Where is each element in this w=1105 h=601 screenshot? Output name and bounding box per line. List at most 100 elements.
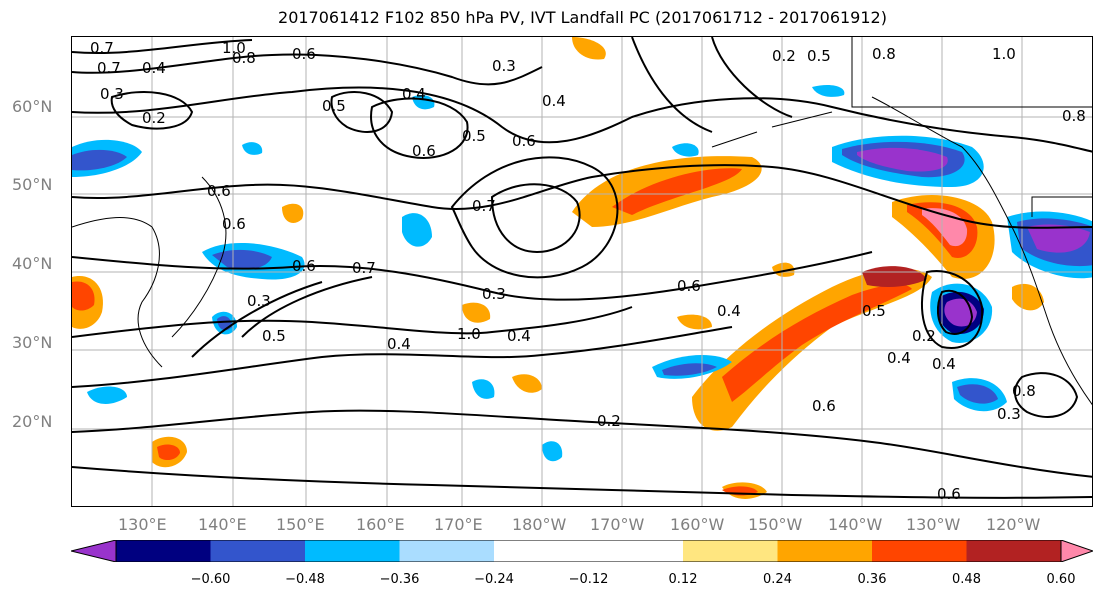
shading-positive [677,314,712,330]
shading-positive [692,268,932,431]
latitude-label: 30°N [12,333,53,352]
latitude-label: 60°N [12,97,53,116]
colorbar-tick-label: 0.48 [952,572,981,587]
longitude-label: 150°E [276,515,325,534]
contour-label: 0.3 [100,85,124,103]
contour-label: 0.4 [887,349,911,367]
contour-label: 0.2 [597,412,621,430]
colorbar-tick-label: −0.60 [190,572,231,587]
contour-label: 0.8 [1062,107,1086,125]
colorbar-extend-max [1060,540,1093,562]
contour-label: 0.6 [207,182,231,200]
map-canvas [72,37,1092,506]
longitude-label: 150°W [748,515,803,534]
shading-negative [857,147,948,172]
shading-positive [1012,283,1044,311]
shading-negative [402,213,432,247]
contour-label: 0.4 [717,302,741,320]
contour-label: 1.0 [457,325,481,343]
contour-label: 0.6 [292,45,316,63]
map-plot-area: 0.7 1.0 0.8 0.6 0.7 0.3 0.4 0.2 0.5 0.4 0.6 0.5 0.3 0… [71,36,1093,507]
contour-label: 0.6 [812,397,836,415]
shading-positive [72,281,95,311]
shading-negative [212,249,272,270]
latitude-label: 40°N [12,254,53,273]
colorbar-segment [777,540,873,562]
pv-contours [72,37,1092,499]
shading-positive [612,168,742,215]
contour-label: 0.2 [772,47,796,65]
contour-label: 0.5 [462,127,486,145]
contour-label: 0.7 [472,197,496,215]
colorbar-outline [115,540,1062,562]
contour-label: 0.5 [262,327,286,345]
contour-label: 0.3 [492,57,516,75]
colorbar-segment [872,540,967,562]
shading-negative [242,142,263,155]
coastlines [72,37,1092,406]
shading-positive [157,444,180,461]
contour-label: 0.6 [677,277,701,295]
colorbar-segment [494,540,589,562]
shading-positive [772,262,795,277]
colorbar-tick-label: 0.12 [668,572,698,587]
map-title: 2017061412 F102 850 hPa PV, IVT Landfall… [278,8,887,27]
contour-label: 0.6 [937,485,961,503]
shading-negative [672,143,699,157]
colorbar-tick-label: 0.36 [857,572,887,587]
contour-label: 0.6 [292,257,316,275]
contour-label: 0.3 [247,292,271,310]
shading-positive [862,266,927,287]
shading-positive [572,37,606,60]
shading-positive [722,284,912,402]
shading-negative [957,384,998,404]
shading-positive [282,203,304,223]
colorbar-tick-label: −0.24 [474,572,514,587]
longitude-label: 180°W [512,515,567,534]
contour-label: 0.8 [1012,382,1036,400]
latitude-label: 50°N [12,175,53,194]
contour-label: 0.4 [932,355,956,373]
longitude-label: 130°W [906,515,961,534]
contour-label: 0.4 [542,92,566,110]
colorbar-tick-label: −0.48 [285,572,325,587]
contour-label: 0.8 [232,49,256,67]
longitude-label: 170°W [590,515,645,534]
colorbar-segment [116,540,211,562]
contour-label: 0.3 [997,405,1021,423]
longitude-label: 160°W [670,515,725,534]
longitude-label: 130°E [118,515,167,534]
colorbar-extend-min [71,540,117,562]
contour-label: 0.4 [402,85,426,103]
shading-negative [87,386,127,404]
latitude-label: 20°N [12,412,53,431]
colorbar-segment [966,540,1062,562]
colorbar-segment [588,540,684,562]
longitude-label: 170°E [434,515,483,534]
contour-label: 0.7 [97,59,121,77]
pv-shading [72,37,1092,499]
shading-negative [812,84,845,97]
contour-label: 0.2 [142,109,166,127]
contour-label: 1.0 [992,45,1016,63]
contour-label: 0.4 [387,335,411,353]
colorbar-tick-label: 0.60 [1046,572,1076,587]
contour-label: 0.6 [512,132,536,150]
contour-label: 0.4 [507,327,531,345]
colorbar-tick-label: −0.36 [379,572,420,587]
contour-label: 0.8 [872,45,896,63]
shading-negative [542,441,563,462]
longitude-label: 160°E [356,515,405,534]
longitude-label: 140°W [828,515,883,534]
contour-label: 0.5 [322,97,346,115]
contour-label: 0.2 [912,327,936,345]
colorbar [71,540,1093,562]
shading-negative [472,379,495,399]
contour-label: 0.6 [412,142,436,160]
longitude-label: 120°W [986,515,1041,534]
shading-negative [1027,224,1090,253]
colorbar-tick-label: 0.24 [763,572,792,587]
shading-negative [72,149,127,171]
colorbar-segment [210,540,306,562]
contour-label: 0.7 [352,259,376,277]
